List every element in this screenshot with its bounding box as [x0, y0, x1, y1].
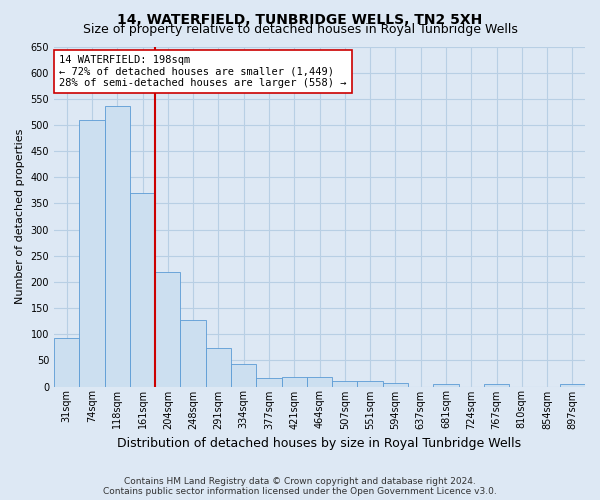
Bar	[484, 384, 509, 386]
Bar	[54, 338, 79, 386]
X-axis label: Distribution of detached houses by size in Royal Tunbridge Wells: Distribution of detached houses by size …	[118, 437, 521, 450]
Text: Size of property relative to detached houses in Royal Tunbridge Wells: Size of property relative to detached ho…	[83, 22, 517, 36]
Bar	[206, 348, 231, 387]
Bar	[256, 378, 281, 386]
Bar	[231, 364, 256, 386]
Y-axis label: Number of detached properties: Number of detached properties	[15, 129, 25, 304]
Bar	[383, 384, 408, 386]
Text: Contains HM Land Registry data © Crown copyright and database right 2024.
Contai: Contains HM Land Registry data © Crown c…	[103, 476, 497, 496]
Bar	[332, 381, 358, 386]
Bar	[307, 376, 332, 386]
Text: 14, WATERFIELD, TUNBRIDGE WELLS, TN2 5XH: 14, WATERFIELD, TUNBRIDGE WELLS, TN2 5XH	[118, 12, 482, 26]
Bar	[358, 382, 383, 386]
Text: 14 WATERFIELD: 198sqm
← 72% of detached houses are smaller (1,449)
28% of semi-d: 14 WATERFIELD: 198sqm ← 72% of detached …	[59, 55, 347, 88]
Bar	[155, 272, 181, 386]
Bar	[79, 120, 104, 386]
Bar	[181, 320, 206, 386]
Bar	[281, 376, 307, 386]
Bar	[130, 193, 155, 386]
Bar	[104, 106, 130, 386]
Bar	[560, 384, 585, 386]
Bar	[433, 384, 458, 386]
